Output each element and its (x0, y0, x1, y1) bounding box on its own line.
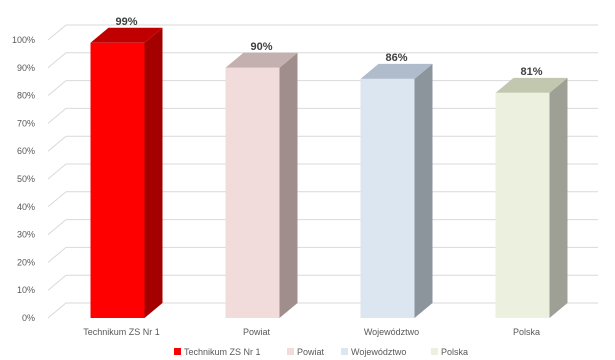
data-label: 86% (385, 52, 407, 64)
data-labels: 99% 90% 86% 81% (115, 16, 542, 78)
legend-label: Województwo (351, 347, 406, 357)
bar (225, 52, 298, 319)
bar (90, 27, 163, 319)
legend-item: Województwo (341, 347, 406, 357)
bar-front (495, 92, 550, 318)
bar-front (360, 78, 415, 318)
y-tick-label: 50% (17, 174, 35, 184)
y-tick-label: 40% (17, 202, 35, 212)
y-tick-label: 80% (17, 91, 35, 101)
legend-item: Technikum ZS Nr 1 (174, 347, 261, 357)
data-label: 81% (520, 66, 542, 78)
legend-label: Technikum ZS Nr 1 (184, 347, 261, 357)
bar-front (90, 42, 145, 318)
gridline-floor-edge (47, 52, 67, 69)
gridline-floor-edge (47, 163, 67, 180)
bar (360, 63, 433, 318)
bar-side (144, 27, 163, 319)
legend-item: Polska (431, 347, 468, 357)
legend-swatch (431, 348, 438, 355)
gridline-floor-edge (47, 302, 67, 319)
bar-side (549, 77, 568, 318)
bar-top (90, 27, 163, 43)
legend-swatch (174, 348, 181, 355)
data-label: 90% (250, 41, 272, 53)
y-tick-label: 0% (22, 313, 35, 323)
bar-top (495, 77, 568, 93)
gridline-floor-edge (47, 247, 67, 263)
category-label: Powiat (243, 327, 271, 337)
y-tick-label: 100% (12, 35, 35, 45)
bar-top (360, 63, 433, 79)
y-tick-label: 20% (17, 257, 35, 267)
gridline-floor-edge (47, 191, 67, 208)
bar-side (414, 63, 433, 318)
legend-label: Polska (441, 347, 468, 357)
bar-top (225, 52, 298, 68)
y-tick-label: 70% (17, 118, 35, 128)
category-labels: Technikum ZS Nr 1 Powiat Województwo Polska (83, 327, 540, 337)
data-label: 99% (115, 16, 137, 28)
bar-front (225, 67, 280, 318)
bars (90, 27, 568, 319)
legend-swatch (287, 348, 294, 355)
bar-side (279, 52, 298, 319)
y-tick-label: 90% (17, 63, 35, 73)
category-label: Technikum ZS Nr 1 (83, 327, 160, 337)
legend-swatch (341, 348, 348, 355)
gridline-floor-edge (47, 108, 67, 124)
gridline-floor-edge (47, 274, 67, 291)
y-tick-label: 30% (17, 230, 35, 240)
y-axis-ticks: 0% 10% 20% 30% 40% 50% 60% 70% 80% 90% 100% (12, 35, 35, 323)
bar (495, 77, 568, 318)
y-tick-label: 60% (17, 146, 35, 156)
category-label: Województwo (364, 327, 419, 337)
y-tick-label: 10% (17, 285, 35, 295)
legend-item: Powiat (287, 347, 325, 357)
legend-label: Powiat (297, 347, 325, 357)
gridline-floor-edge (47, 24, 67, 41)
gridline-floor-edge (47, 135, 67, 152)
category-label: Polska (513, 327, 540, 337)
gridline-floor-edge (47, 219, 67, 235)
gridline-floor-edge (47, 80, 67, 96)
legend: Technikum ZS Nr 1 Powiat Województwo Polska (174, 347, 468, 357)
